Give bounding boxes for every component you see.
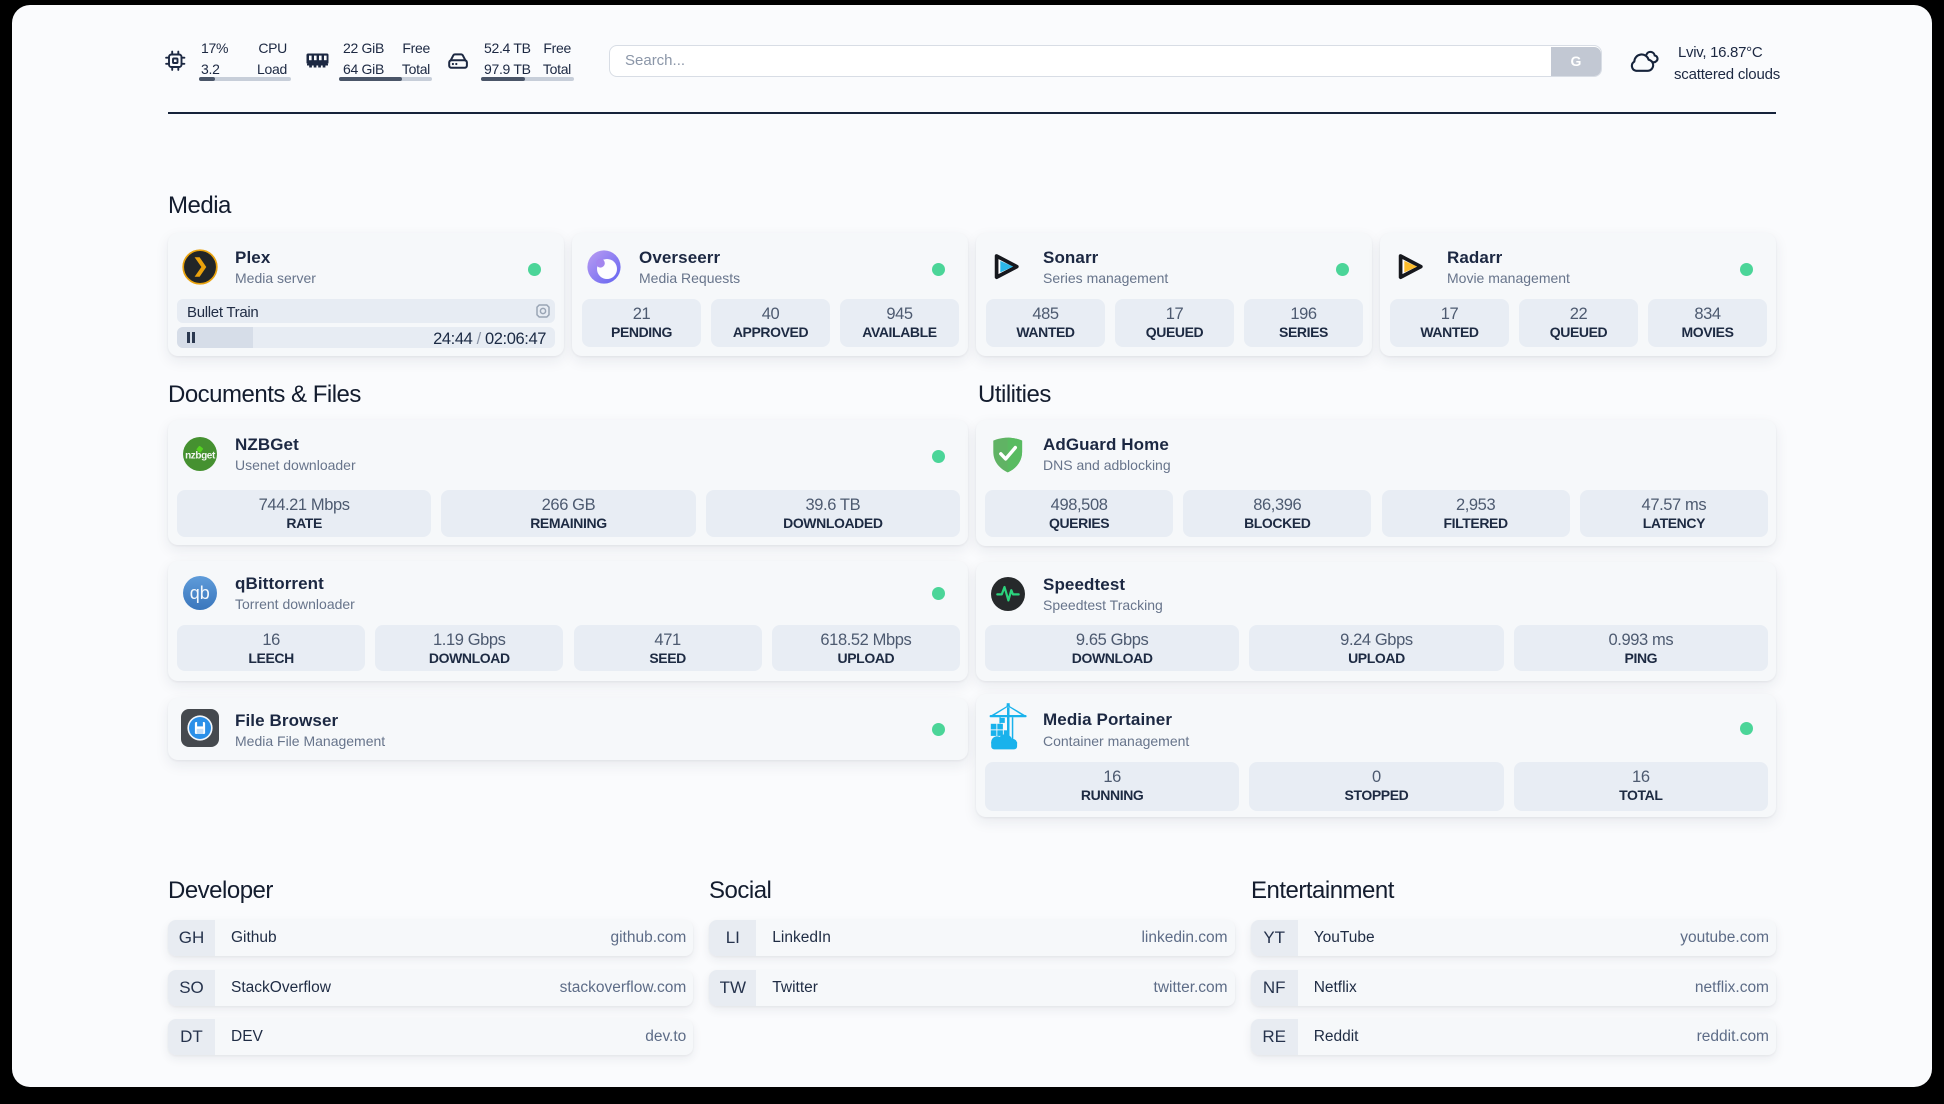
svg-text:qb: qb (190, 583, 210, 603)
svg-text:nzbget: nzbget (185, 451, 216, 462)
